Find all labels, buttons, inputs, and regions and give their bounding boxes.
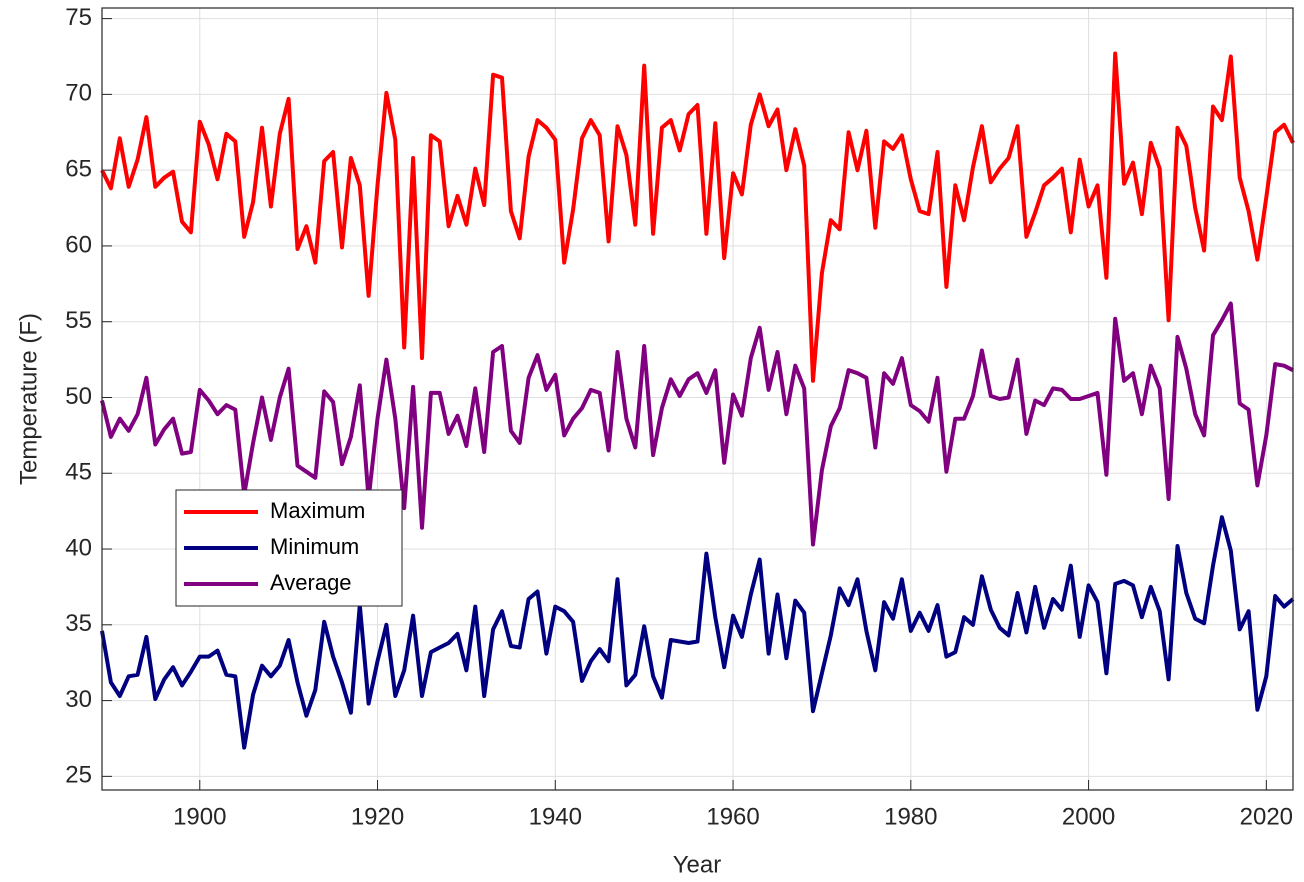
y-axis-label: Temperature (F)	[15, 313, 42, 485]
legend: Maximum Minimum Average	[175, 489, 403, 607]
series-line	[100, 301, 1294, 547]
x-axis-label: Year	[673, 851, 722, 878]
plot-area	[102, 8, 1293, 790]
x-tick-label: 1920	[351, 803, 404, 830]
axes-frame	[101, 7, 1294, 791]
y-tick-label: 40	[65, 534, 92, 561]
legend-label: Average	[270, 570, 352, 595]
x-tick-label: 2000	[1062, 803, 1115, 830]
y-tick-label: 60	[65, 231, 92, 258]
y-tick-label: 55	[65, 307, 92, 334]
y-tick-label: 45	[65, 459, 92, 486]
y-tick-label: 50	[65, 383, 92, 410]
legend-label: Minimum	[270, 534, 359, 559]
x-tick-label: 1900	[173, 803, 226, 830]
x-tick-label: 1960	[706, 803, 759, 830]
y-tick-label: 65	[65, 156, 92, 183]
x-tick-label: 1940	[529, 803, 582, 830]
legend-label: Maximum	[270, 498, 365, 523]
y-tick-label: 35	[65, 610, 92, 637]
y-tick-label: 75	[65, 4, 92, 31]
series-line	[100, 515, 1295, 750]
y-tick-label: 25	[65, 762, 92, 789]
y-tick-label: 70	[65, 80, 92, 107]
x-tick-label: 1980	[884, 803, 937, 830]
series-line	[100, 51, 1295, 383]
x-tick-label: 2020	[1240, 803, 1293, 830]
y-tick-label: 30	[65, 686, 92, 713]
